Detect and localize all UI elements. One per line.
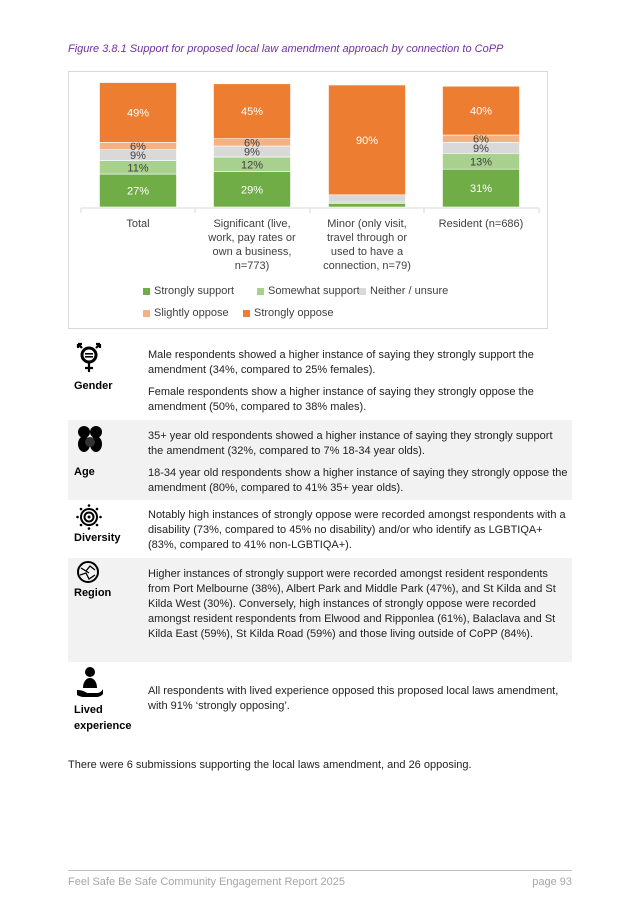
footer-title: Feel Safe Be Safe Community Engagement R… [68, 876, 345, 888]
category-label: Resident (n=686) [426, 217, 536, 231]
row-text: Male respondents showed a higher instanc… [148, 349, 534, 376]
footer: Feel Safe Be Safe Community Engagement R… [68, 870, 572, 888]
data-label: 9% [473, 143, 489, 155]
row-label: Gender [74, 380, 113, 392]
legend-item: Strongly support [143, 285, 234, 297]
bar-segment [213, 83, 291, 139]
category-label: Significant (live, work, pay rates or own … [197, 217, 307, 273]
gender-icon [76, 342, 102, 372]
row-label: Age [74, 466, 95, 478]
row-text: Higher instances of strongly support wer… [148, 568, 556, 640]
data-label: 6% [130, 141, 146, 153]
category-label-line: own a business, [212, 246, 292, 258]
row-text: 18-34 year old respondents show a higher… [148, 467, 568, 494]
data-label: 90% [356, 135, 378, 147]
data-label: 40% [470, 106, 492, 118]
legend-label: Strongly support [154, 285, 235, 297]
category-label-line: n=773) [234, 260, 270, 272]
data-label: 45% [241, 106, 263, 118]
legend-label: Strongly oppose [254, 307, 334, 319]
legend-swatch [257, 287, 264, 295]
legend-swatch [359, 287, 366, 295]
row-text: Notably high instances of strongly oppos… [148, 509, 566, 551]
body-text: There were 6 submissions supporting the … [68, 759, 472, 771]
bar-segment [328, 203, 406, 208]
data-label: 13% [470, 156, 492, 168]
row-age: Age 35+ year old respondents showed a hi… [68, 420, 572, 500]
data-label: 12% [241, 159, 263, 171]
category-label-line: work, pay rates or [208, 232, 296, 244]
category-label-line: connection, n=79) [323, 260, 411, 272]
legend-swatch [243, 309, 250, 317]
category-label-line: Significant (live, [213, 218, 291, 230]
row-text: All respondents with lived experience op… [148, 685, 559, 712]
bar-segment [99, 82, 177, 143]
legend-item: Somewhat support [257, 285, 360, 297]
row-region: Region Higher instances of strongly supp… [68, 558, 572, 662]
figure-title: Figure 3.8.1 Support for proposed local … [68, 43, 504, 55]
row-gender: Gender Male respondents showed a higher … [68, 340, 572, 418]
legend-item: Slightly oppose [143, 307, 229, 319]
globe-icon [77, 561, 99, 583]
bar-segment [442, 168, 520, 208]
legend-label: Neither / unsure [370, 285, 449, 297]
people-icon [78, 426, 102, 452]
category-label-line: Total [126, 218, 150, 230]
row-label: Diversity [74, 532, 121, 544]
data-label: 9% [130, 150, 146, 162]
data-label: 9% [244, 146, 260, 158]
category-label-line: Minor (only visit, [327, 218, 407, 230]
legend-swatch [143, 287, 150, 295]
data-label: 11% [127, 162, 148, 174]
category-label-line: travel through or [326, 232, 408, 244]
bar-segment [99, 173, 177, 208]
category-label-line: used to have a [330, 246, 404, 258]
data-label: 6% [473, 134, 489, 146]
data-label: 31% [470, 183, 492, 195]
legend-label: Somewhat support [268, 285, 360, 297]
target-icon [76, 504, 102, 530]
row-text: 35+ year old respondents showed a higher… [148, 430, 553, 457]
page-number: page 93 [532, 876, 572, 888]
category-label: Minor (only visit, travel through or used … [312, 217, 422, 273]
row-lived-experience: Lived experience All respondents with li… [68, 664, 572, 734]
category-label-line: Resident (n=686) [438, 218, 524, 230]
category-label: Total [83, 217, 193, 231]
legend-item: Strongly oppose [243, 307, 334, 319]
legend-item: Neither / unsure [359, 285, 448, 297]
hand-person-icon [77, 667, 103, 697]
chart-svg: 27%11%9%6%49%29%12%9%6%45%90%31%13%9%6%4… [80, 82, 540, 213]
row-label: Lived experience [74, 704, 132, 732]
data-label: 49% [127, 107, 149, 119]
row-text: Female respondents show a higher instanc… [148, 386, 534, 413]
bar-segment [442, 85, 520, 136]
bar-segment [328, 84, 406, 196]
legend-swatch [143, 309, 150, 317]
legend-label: Slightly oppose [154, 307, 229, 319]
bar-segment [328, 194, 406, 203]
row-diversity: Diversity Notably high instances of stro… [68, 502, 572, 556]
row-label: Region [74, 587, 112, 599]
data-label: 29% [241, 184, 263, 196]
stacked-bar-chart: 27% 11% 9% 6% 49% 29% 12% 9% 6% 45% 90% 31% 13% 9% 6% 4… [68, 71, 548, 329]
bar-segment [213, 171, 291, 208]
data-label: 6% [244, 137, 260, 149]
data-label: 27% [127, 186, 149, 198]
